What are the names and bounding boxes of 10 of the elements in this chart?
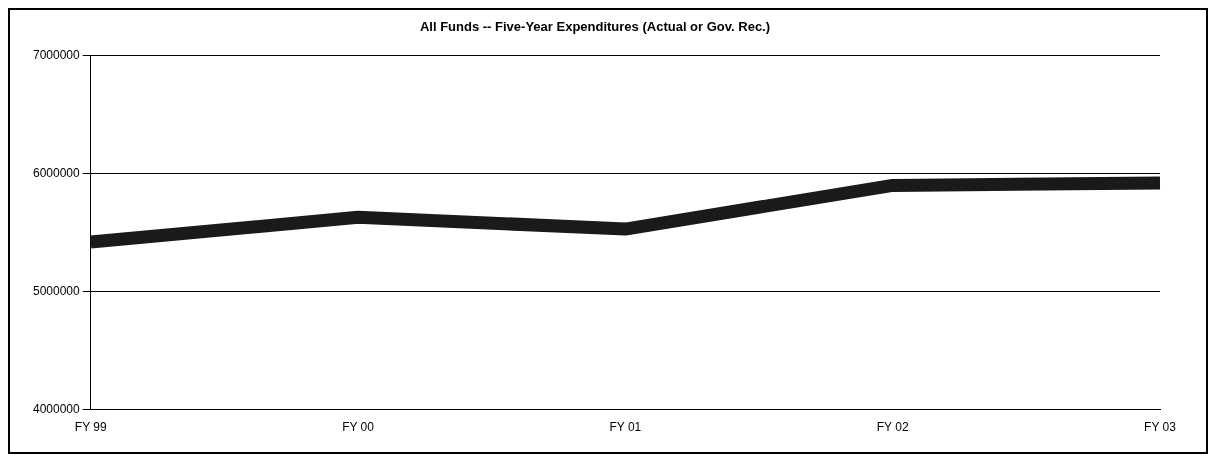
x-tick-label: FY 02 — [876, 420, 909, 435]
y-tick-label: 5000000 — [33, 283, 81, 298]
x-tick-label: FY 00 — [342, 420, 375, 435]
y-tick-label: 6000000 — [33, 165, 81, 180]
y-tick-label: 4000000 — [33, 401, 81, 416]
chart-title: All Funds -- Five-Year Expenditures (Actual or Gov. Rec.) — [419, 19, 771, 35]
x-tick-label: FY 03 — [1144, 420, 1177, 435]
y-tick-label: 7000000 — [33, 47, 81, 62]
x-tick-label: FY 01 — [609, 420, 642, 435]
x-tick-label: FY 99 — [74, 420, 107, 435]
